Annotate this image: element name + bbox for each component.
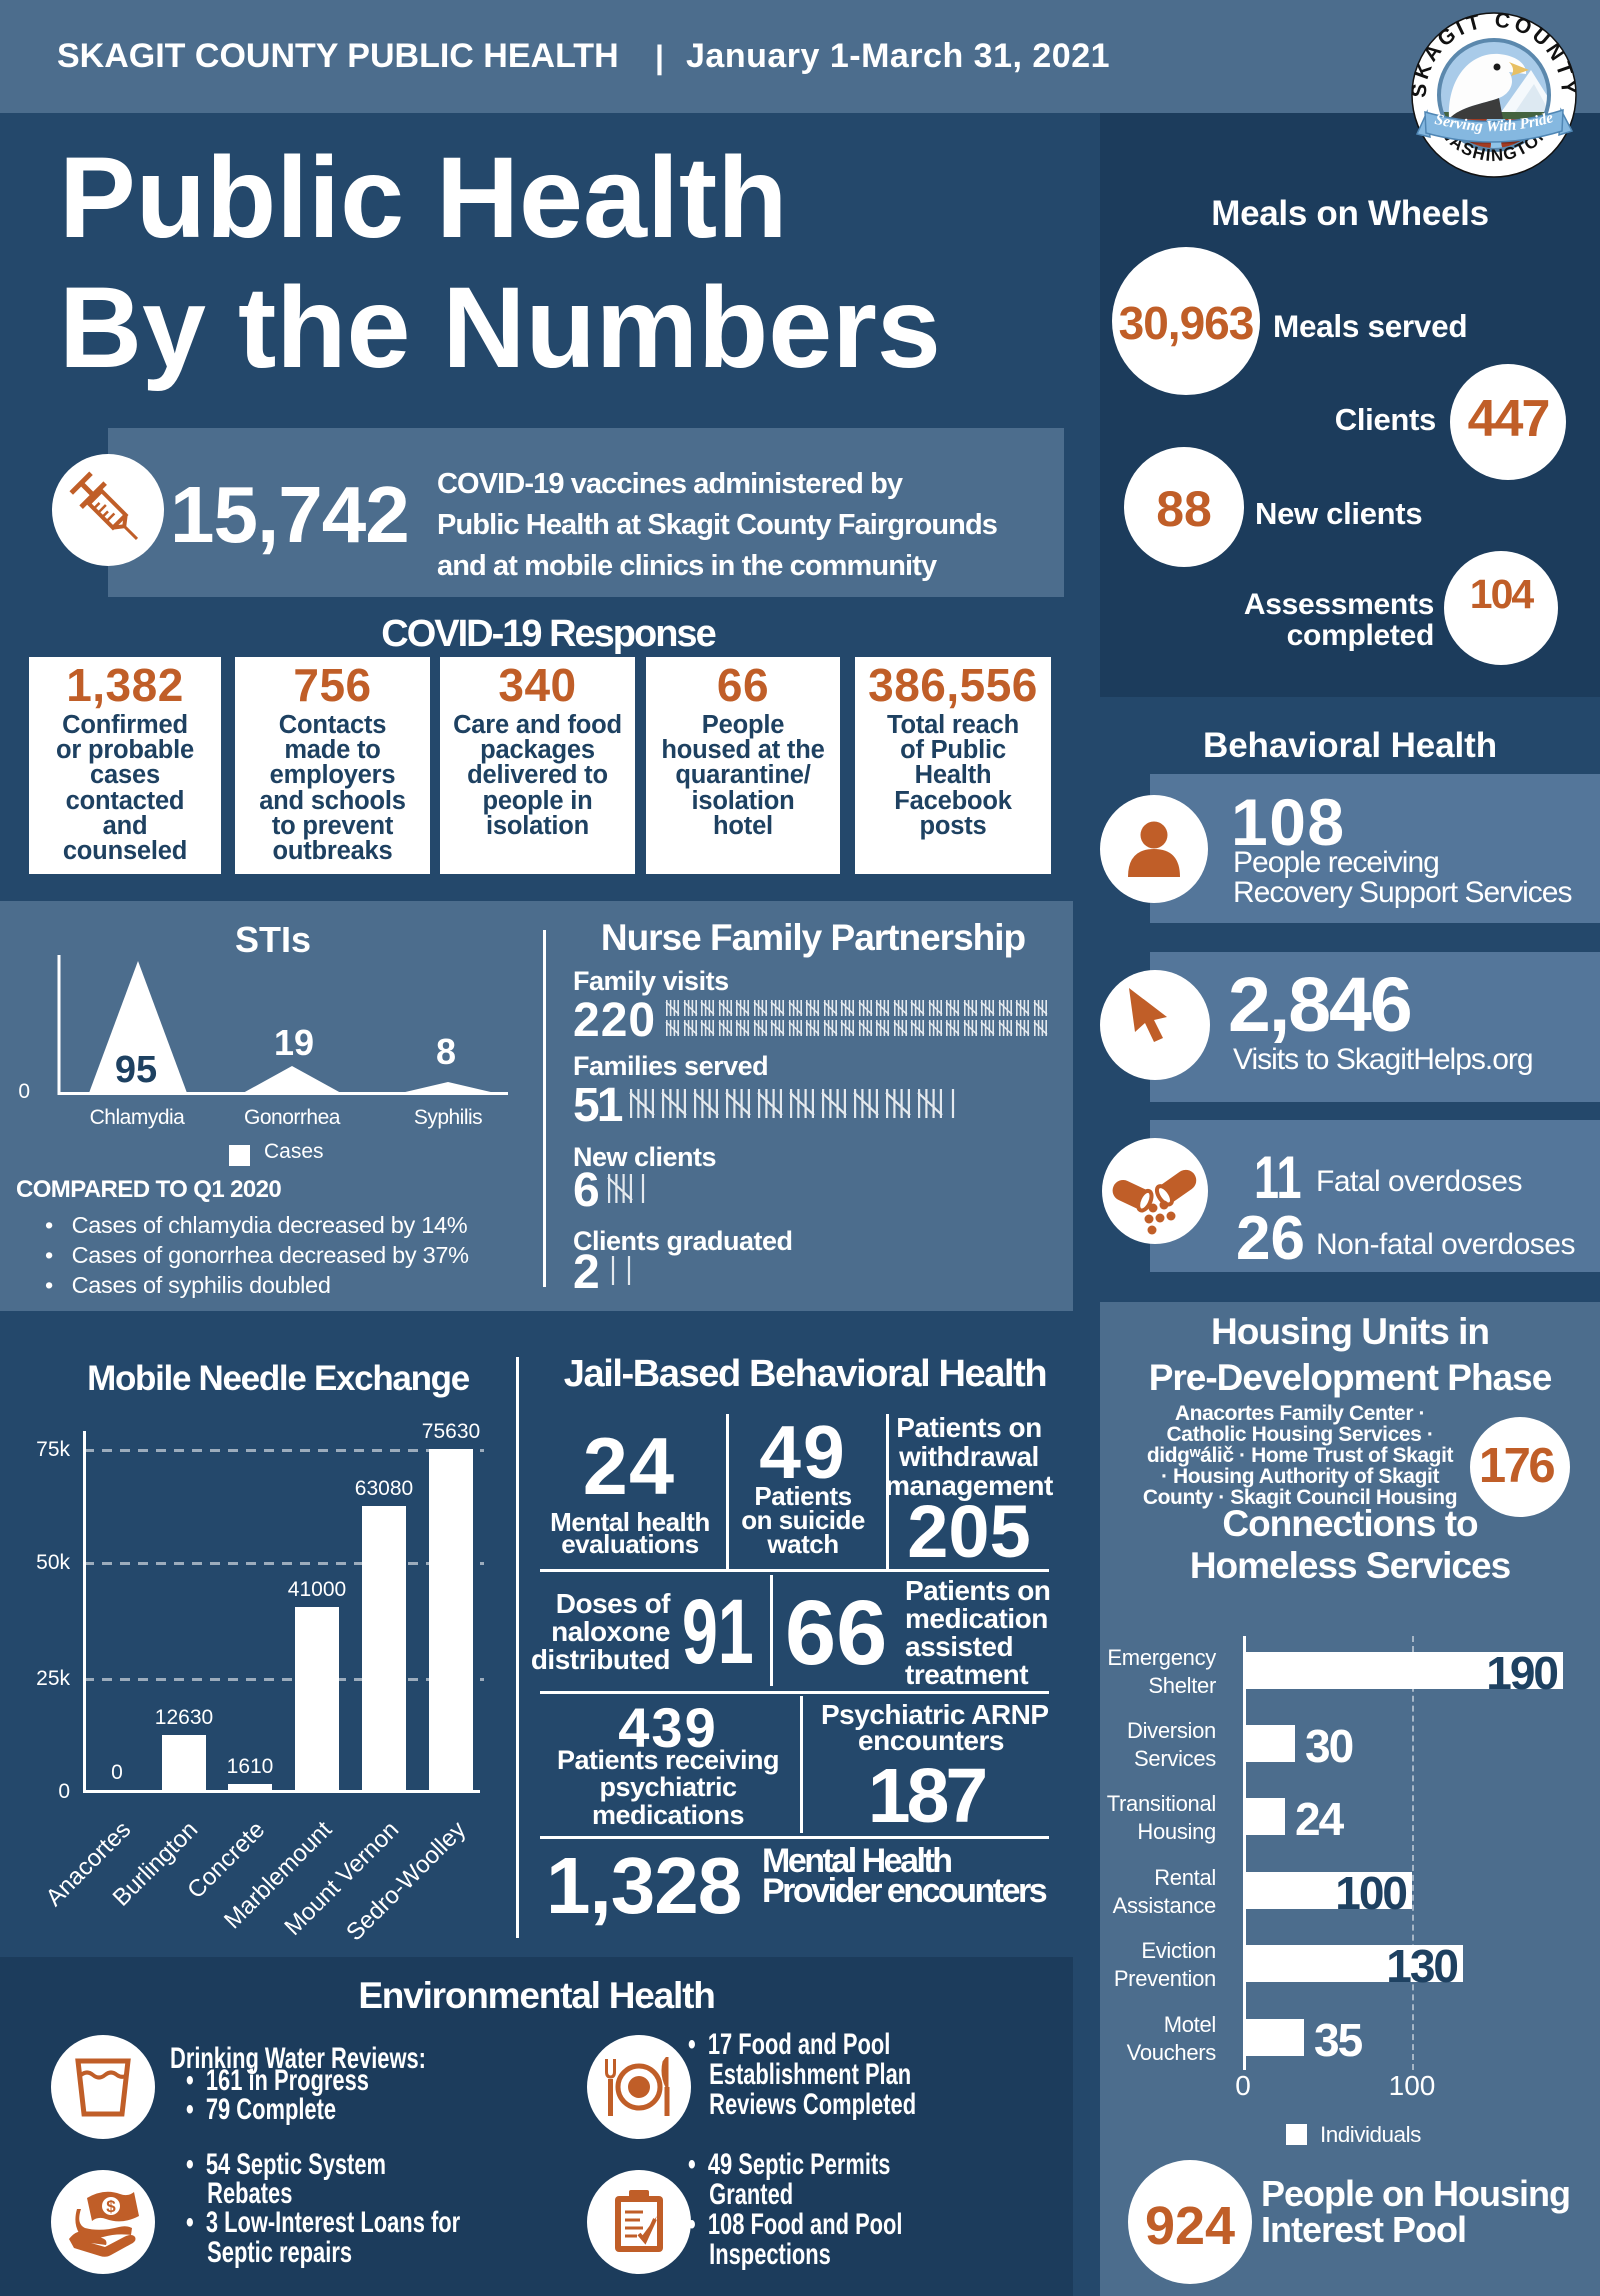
svg-text:$: $: [106, 2197, 116, 2216]
